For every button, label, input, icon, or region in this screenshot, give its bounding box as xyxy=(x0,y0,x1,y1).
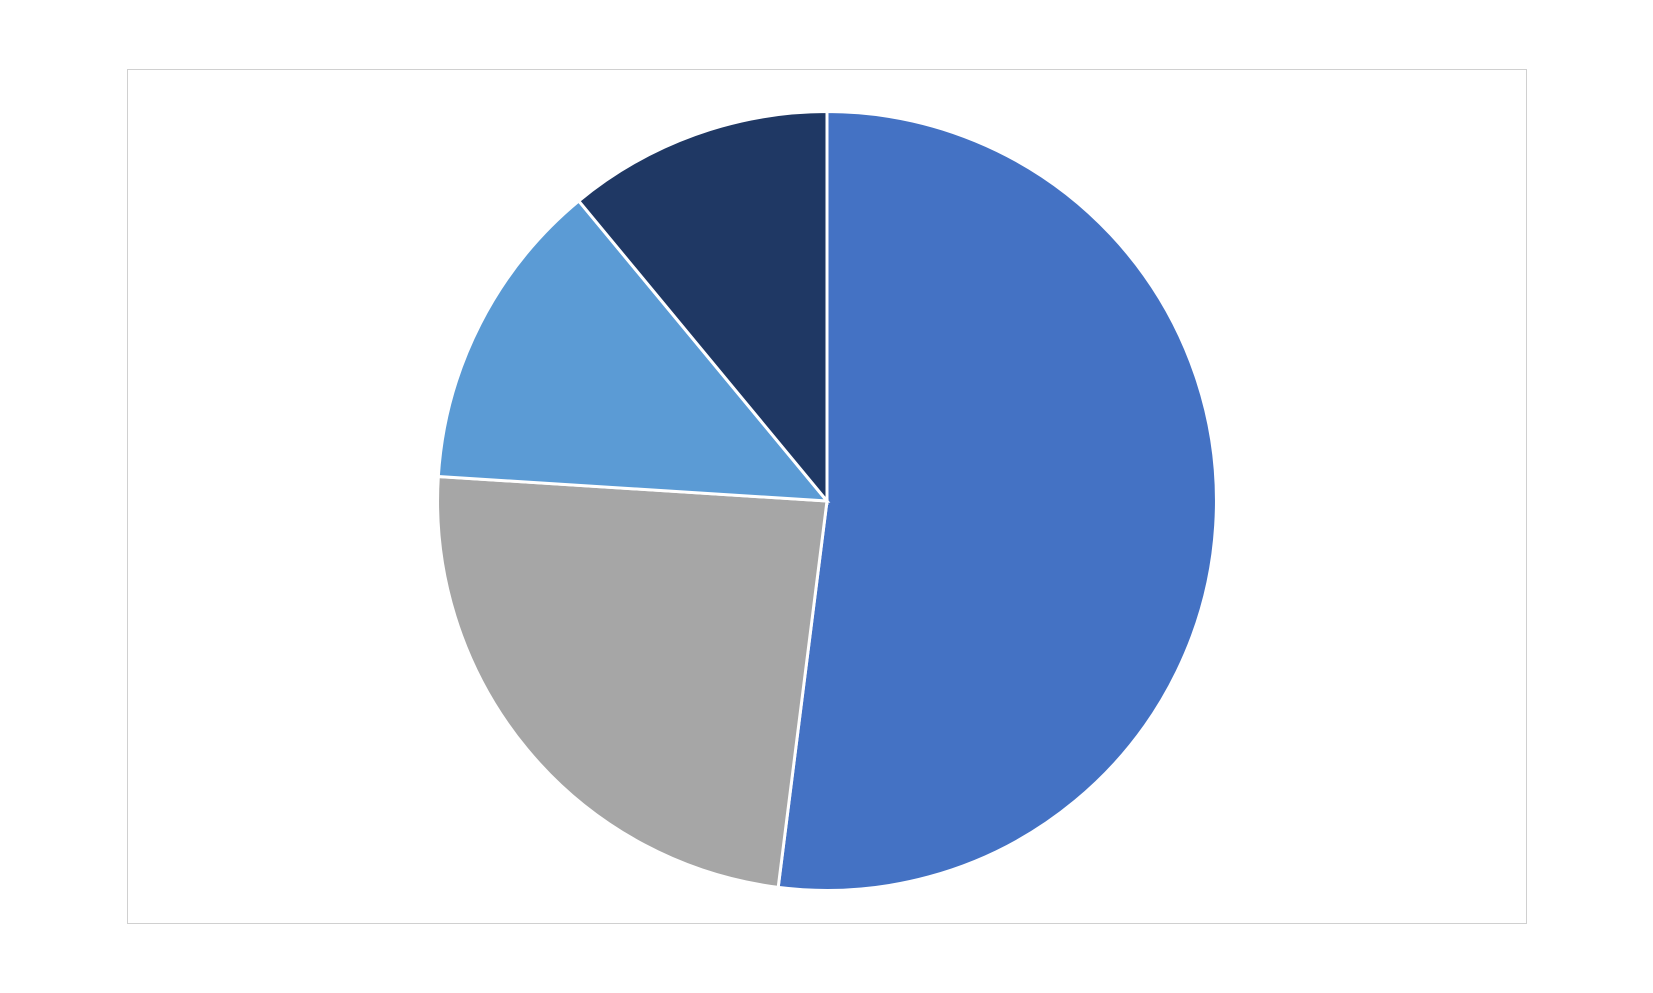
pie-slice-0 xyxy=(778,112,1216,891)
pie-slice-1 xyxy=(437,477,826,888)
chart-container xyxy=(127,69,1527,924)
pie-chart xyxy=(128,69,1526,924)
